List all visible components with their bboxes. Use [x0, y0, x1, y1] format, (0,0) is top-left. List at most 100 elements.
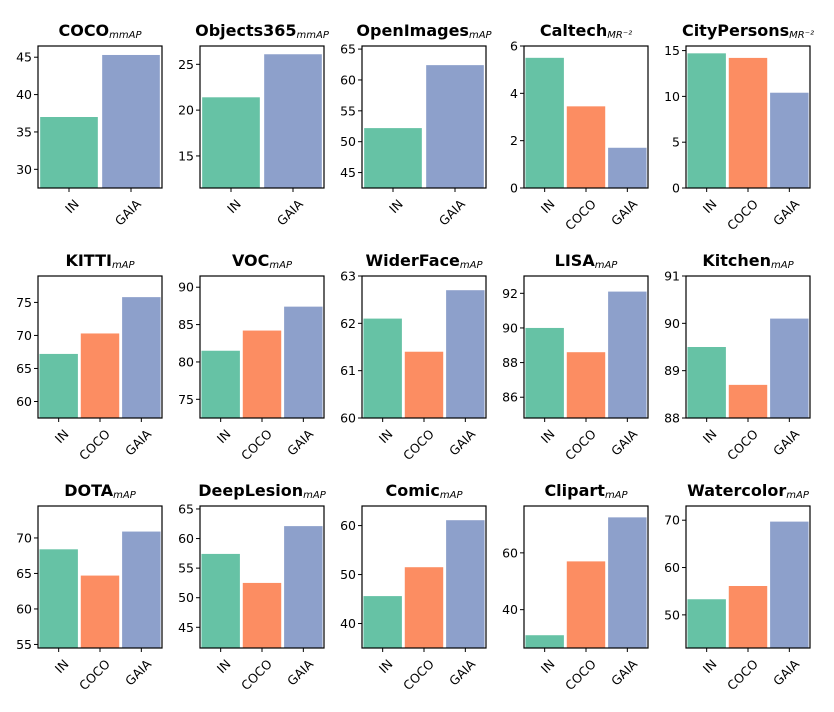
y-tick-label: 60 [340, 518, 356, 533]
panel-comic: ComicmAP IN COCO GAIA 40 50 60 [340, 481, 487, 693]
bar-kitchen-gaia [770, 318, 809, 418]
y-tick-label: 10 [664, 89, 680, 104]
chart-title-comic: ComicmAP [386, 481, 464, 501]
bar-voc-gaia [284, 306, 323, 418]
y-tick-label: 80 [178, 354, 194, 369]
panel-lisa: LISAmAP IN COCO GAIA 86 88 90 92 [502, 251, 649, 463]
x-tick-label-gaia: GAIA [608, 196, 640, 228]
y-tick-label: 90 [178, 280, 194, 295]
chart-title-text: Watercolor [687, 481, 786, 500]
y-tick-label: 91 [664, 269, 680, 284]
x-tick-label-gaia: GAIA [122, 656, 154, 688]
x-tick-label-in: IN [538, 656, 558, 676]
x-tick-label-gaia: GAIA [122, 426, 154, 458]
chart-title-subscript: MR⁻² [607, 30, 632, 41]
y-tick-label: 65 [340, 42, 356, 57]
bar-kitti-coco [80, 333, 120, 418]
bar-widerface-coco [404, 351, 444, 418]
chart-title-voc: VOCmAP [232, 251, 293, 271]
x-tick-label-coco: COCO [562, 426, 599, 463]
bar-openimages-gaia [426, 65, 484, 188]
plot-frame-kitti [37, 275, 163, 419]
bar-dota-coco [80, 575, 120, 648]
panel-voc: VOCmAP IN COCO GAIA 75 80 85 90 [178, 251, 325, 463]
x-tick-label-in: IN [700, 196, 720, 216]
y-tick-label: 62 [340, 316, 356, 331]
x-tick-label-in: IN [376, 426, 396, 446]
x-tick-label-gaia: GAIA [446, 426, 478, 458]
y-tick-label: 50 [664, 607, 680, 622]
y-tick-label: 45 [16, 50, 32, 65]
chart-title-kitti: KITTImAP [65, 251, 135, 271]
bar-caltech-in [525, 57, 564, 188]
bar-dota-in [39, 549, 78, 648]
x-tick-label-in: IN [214, 656, 234, 676]
plot-frame-lisa [523, 275, 649, 419]
chart-title-text: DeepLesion [198, 481, 303, 500]
y-tick-label: 2 [510, 133, 518, 148]
panel-coco: COCOmmAP IN GAIA 30 35 40 45 [16, 21, 163, 228]
bar-widerface-gaia [446, 290, 485, 418]
panel-deeplesion: DeepLesionmAP IN COCO GAIA 45 50 55 60 65 [178, 481, 327, 693]
plot-frame-objects365 [199, 45, 325, 189]
bar-caltech-coco [566, 106, 606, 188]
chart-title-subscript: mAP [440, 490, 464, 501]
x-tick-label-in: IN [538, 426, 558, 446]
x-tick-label-gaia: GAIA [284, 426, 316, 458]
y-tick-label: 45 [178, 620, 194, 635]
plot-frame-comic [361, 505, 487, 649]
plot-frame-caltech [523, 45, 649, 189]
bar-clipart-coco [566, 561, 606, 648]
y-tick-label: 65 [16, 566, 32, 581]
chart-title-subscript: mmAP [109, 30, 142, 41]
y-tick-label: 0 [672, 181, 680, 196]
y-tick-label: 60 [340, 411, 356, 426]
panel-caltech: CaltechMR⁻² IN COCO GAIA 0 2 4 6 [510, 21, 649, 233]
chart-title-subscript: mAP [469, 30, 493, 41]
y-tick-label: 60 [340, 72, 356, 87]
chart-title-text: Comic [386, 481, 440, 500]
bar-citypersons-coco [728, 57, 768, 188]
y-tick-label: 88 [664, 411, 680, 426]
bar-comic-coco [404, 567, 444, 648]
chart-title-coco: COCOmmAP [58, 21, 142, 41]
y-tick-label: 40 [502, 602, 518, 617]
chart-title-subscript: mmAP [297, 30, 330, 41]
bar-kitchen-in [687, 347, 726, 418]
y-tick-label: 85 [178, 317, 194, 332]
bar-clipart-in [525, 635, 564, 648]
y-tick-label: 50 [340, 134, 356, 149]
bar-watercolor-in [687, 599, 726, 648]
x-tick-label-in: IN [52, 656, 72, 676]
chart-title-subscript: mAP [113, 490, 137, 501]
chart-title-text: OpenImages [356, 21, 469, 40]
plot-frame-coco [37, 45, 163, 189]
y-tick-label: 65 [178, 501, 194, 516]
y-tick-label: 55 [16, 637, 32, 652]
y-tick-label: 60 [664, 560, 680, 575]
x-tick-label-gaia: GAIA [770, 426, 802, 458]
chart-title-subscript: mAP [269, 260, 293, 271]
panel-objects365: Objects365mmAP IN GAIA 15 20 25 [178, 21, 330, 228]
chart-title-dota: DOTAmAP [64, 481, 137, 501]
plot-frame-voc [199, 275, 325, 419]
chart-title-subscript: mAP [112, 260, 136, 271]
plot-frame-deeplesion [199, 505, 325, 649]
x-tick-label-coco: COCO [238, 426, 275, 463]
x-tick-label-coco: COCO [400, 656, 437, 693]
bar-citypersons-gaia [770, 92, 809, 188]
x-tick-label-coco: COCO [238, 656, 275, 693]
x-tick-label-in: IN [214, 426, 234, 446]
bar-lisa-in [525, 327, 564, 418]
bar-voc-coco [242, 330, 282, 418]
y-tick-label: 75 [16, 295, 32, 310]
y-tick-label: 92 [502, 286, 518, 301]
x-tick-label-in: IN [700, 656, 720, 676]
y-tick-label: 63 [340, 269, 356, 284]
y-tick-label: 61 [340, 363, 356, 378]
bar-deeplesion-coco [242, 582, 282, 648]
x-tick-label-gaia: GAIA [274, 196, 306, 228]
y-tick-label: 90 [502, 320, 518, 335]
bar-objects365-gaia [264, 54, 322, 188]
